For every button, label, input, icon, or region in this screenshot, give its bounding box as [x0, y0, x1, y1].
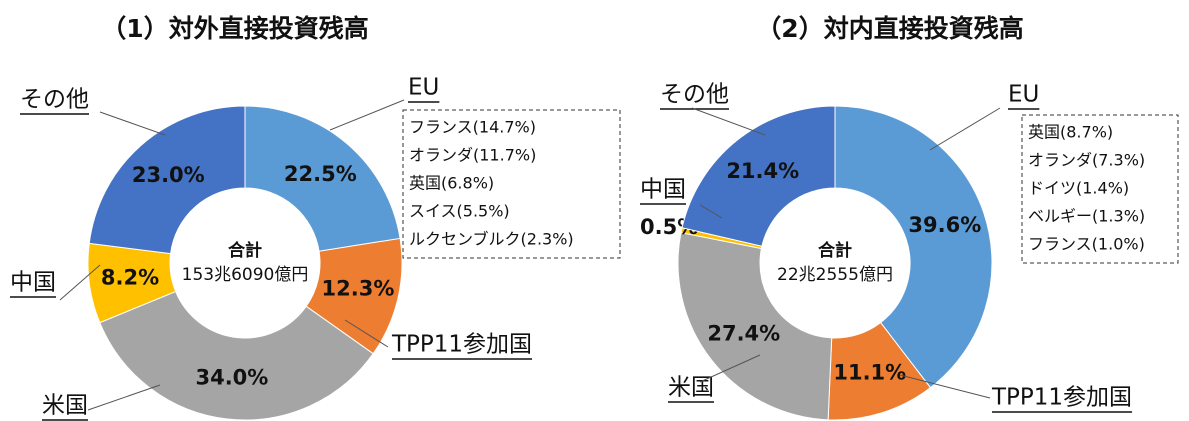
value-label: 34.0%	[195, 365, 268, 389]
leader-line	[929, 107, 1001, 151]
donut-slice	[834, 105, 993, 389]
leader-line	[699, 354, 761, 383]
value-label: 39.6%	[908, 213, 981, 237]
category-label: 米国	[42, 393, 88, 419]
value-label: 21.4%	[726, 159, 799, 183]
leader-line	[691, 107, 766, 136]
breakdown-item: ドイツ(1.4%)	[1028, 179, 1129, 198]
category-label: TPP11参加国	[391, 332, 532, 358]
breakdown-box	[1021, 114, 1179, 264]
center-label: 22兆2555億円	[777, 265, 893, 285]
breakdown-item: オランダ(7.3%)	[1028, 151, 1145, 170]
leader-line	[899, 374, 991, 399]
value-label: 23.0%	[132, 163, 205, 187]
breakdown-item: 英国(6.8%)	[409, 174, 494, 193]
leader-line	[59, 264, 101, 301]
donut-slice	[681, 105, 836, 247]
breakdown-item: ルクセンブルク(2.3%)	[409, 230, 574, 249]
leader-line	[87, 384, 161, 411]
value-label: 27.4%	[707, 322, 780, 346]
donut-slice	[99, 290, 374, 421]
donut-slice	[677, 232, 833, 421]
donut-slice	[244, 105, 401, 252]
category-label: EU	[1008, 82, 1039, 108]
chart-title: （1）対外直接投資残高	[101, 14, 368, 43]
category-label: その他	[660, 82, 729, 108]
category-label: EU	[408, 75, 439, 101]
leader-line	[99, 111, 166, 136]
breakdown-item: フランス(14.7%)	[409, 118, 536, 137]
breakdown-box	[402, 109, 621, 259]
donut-slice	[88, 105, 246, 255]
breakdown-item: オランダ(11.7%)	[409, 146, 536, 165]
category-label: その他	[20, 87, 89, 113]
category-label: 中国	[640, 177, 686, 203]
category-label: 中国	[10, 270, 56, 296]
center-label: 合計	[818, 240, 852, 261]
breakdown-item: フランス(1.0%)	[1028, 235, 1145, 254]
leader-line	[344, 319, 389, 348]
value-label: 11.1%	[833, 361, 906, 385]
center-label: 合計	[228, 240, 262, 261]
breakdown-item: ベルギー(1.3%)	[1028, 207, 1145, 226]
value-label: 12.3%	[322, 276, 395, 300]
value-label: 22.5%	[284, 162, 357, 186]
breakdown-item: 英国(8.7%)	[1028, 123, 1113, 142]
leader-line	[699, 204, 723, 219]
breakdown-item: スイス(5.5%)	[409, 202, 510, 221]
center-label: 153兆6090億円	[182, 265, 309, 285]
leader-line	[329, 99, 405, 131]
chart-title: （2）対内直接投資残高	[756, 14, 1023, 43]
category-label: TPP11参加国	[991, 385, 1132, 411]
value-label: 8.2%	[101, 265, 159, 289]
